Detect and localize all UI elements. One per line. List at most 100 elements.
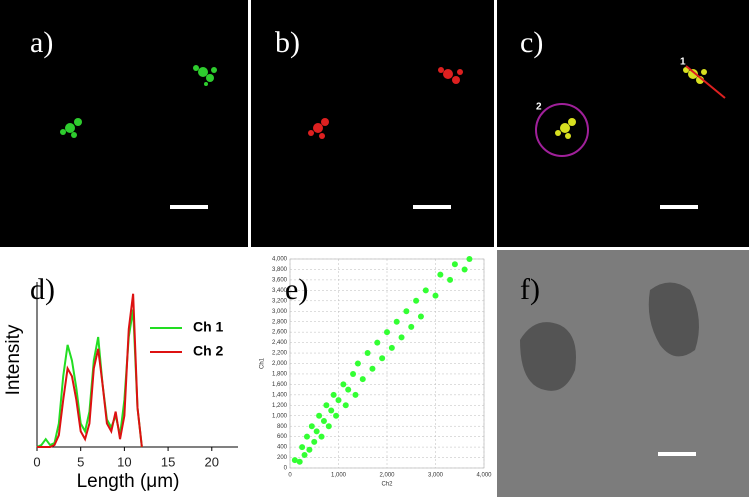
x-tick-label: 0	[288, 473, 292, 479]
y-tick-label: 2,000	[272, 361, 288, 367]
scatter-point	[303, 433, 310, 440]
scatter-point	[437, 271, 444, 278]
scatter-point	[403, 308, 410, 315]
cell-merged	[555, 67, 707, 139]
scatter-point	[432, 292, 439, 299]
scatter-point	[296, 458, 303, 465]
panel-label: f)	[520, 273, 540, 306]
scatter-point	[447, 276, 454, 283]
scatter-point	[350, 370, 357, 377]
scatter-point	[340, 381, 347, 388]
scatter-point	[466, 256, 473, 262]
profile-line	[685, 65, 726, 99]
legend-label: Ch 1	[193, 319, 224, 335]
y-tick-label: 3,600	[272, 277, 288, 283]
x-tick-label: 10	[117, 454, 131, 469]
scale-bar	[658, 452, 696, 456]
scatter-point	[318, 433, 325, 440]
scatter-point	[333, 412, 340, 419]
x-axis-label: Ch2	[381, 482, 393, 488]
scatter-point	[393, 318, 400, 325]
scale-bar	[170, 205, 208, 209]
x-tick-label: 20	[205, 454, 219, 469]
scatter-point	[313, 428, 320, 435]
x-tick-label: 15	[161, 454, 175, 469]
scatter-point	[417, 313, 424, 320]
y-tick-label: 800	[277, 424, 288, 430]
y-tick-label: 200	[277, 455, 288, 461]
scatter-point	[345, 386, 352, 393]
data-line	[37, 293, 143, 448]
y-tick-label: 3,800	[272, 267, 288, 273]
y-tick-label: 3,000	[272, 309, 288, 315]
cell-green	[60, 65, 217, 138]
panel-label: b)	[275, 26, 300, 59]
x-axis-label: Length (μm)	[77, 471, 180, 492]
scatter-point	[342, 402, 349, 409]
y-tick-label: 3,400	[272, 288, 288, 294]
y-tick-label: 2,800	[272, 319, 288, 325]
y-axis-label: Ch1	[260, 357, 266, 369]
scatter-point	[306, 446, 313, 453]
legend-label: Ch 2	[193, 343, 224, 359]
y-tick-label: 3,200	[272, 298, 288, 304]
x-tick-label: 1,000	[331, 473, 347, 479]
y-tick-label: 600	[277, 434, 288, 440]
scatter-point	[325, 423, 332, 430]
scatter-point	[320, 417, 327, 424]
scatter-point	[379, 355, 386, 362]
y-tick-label: 1,000	[272, 413, 288, 419]
scatter-point	[398, 334, 405, 341]
x-tick-label: 2,000	[379, 473, 395, 479]
scatter-point	[291, 457, 298, 464]
y-tick-label: 1,400	[272, 392, 288, 398]
scatter-point	[388, 344, 395, 351]
x-tick-label: 0	[33, 454, 40, 469]
scatter-point	[364, 350, 371, 357]
y-tick-label: 1,800	[272, 372, 288, 378]
scatter-point	[422, 287, 429, 294]
cell-red	[308, 67, 463, 139]
scatter-point	[359, 376, 366, 383]
scale-bar	[413, 205, 451, 209]
x-tick-label: 5	[77, 454, 84, 469]
panel-b-bg	[251, 0, 494, 247]
y-tick-label: 1,200	[272, 403, 288, 409]
scatter-point	[451, 261, 458, 268]
x-tick-label: 4,000	[476, 473, 492, 479]
y-tick-label: 4,000	[272, 257, 288, 263]
cell-texture	[520, 282, 699, 391]
scatter-point	[461, 266, 468, 273]
scatter-point	[311, 438, 318, 445]
y-tick-label: 2,200	[272, 351, 288, 357]
y-tick-label: 400	[277, 445, 288, 451]
y-tick-label: 0	[284, 466, 288, 472]
scatter-point	[354, 360, 361, 367]
scatter-point	[328, 407, 335, 414]
scatter-point	[369, 365, 376, 372]
scatter-point	[301, 451, 308, 458]
panel-label: c)	[520, 26, 543, 59]
x-tick-label: 3,000	[428, 473, 444, 479]
roi-circle	[535, 103, 589, 157]
roi-annotation: 1	[680, 57, 686, 68]
panel-c-bg	[497, 0, 749, 247]
panel-label: a)	[30, 26, 53, 59]
scatter-point	[323, 402, 330, 409]
scatter-point	[352, 391, 359, 398]
scatter-point	[413, 297, 420, 304]
scatter-point	[374, 339, 381, 346]
y-tick-label: 2,600	[272, 330, 288, 336]
panel-label: e)	[285, 273, 308, 306]
roi-annotation: 2	[536, 102, 542, 113]
panel-label: d)	[30, 273, 55, 306]
scatter-point	[330, 391, 337, 398]
scale-bar	[660, 205, 698, 209]
scatter-point	[384, 329, 390, 336]
y-tick-label: 1,600	[272, 382, 288, 388]
y-axis-label: Intensity	[3, 324, 24, 395]
scatter-point	[316, 412, 323, 419]
y-tick-label: 2,400	[272, 340, 288, 346]
scatter-point	[408, 323, 415, 330]
